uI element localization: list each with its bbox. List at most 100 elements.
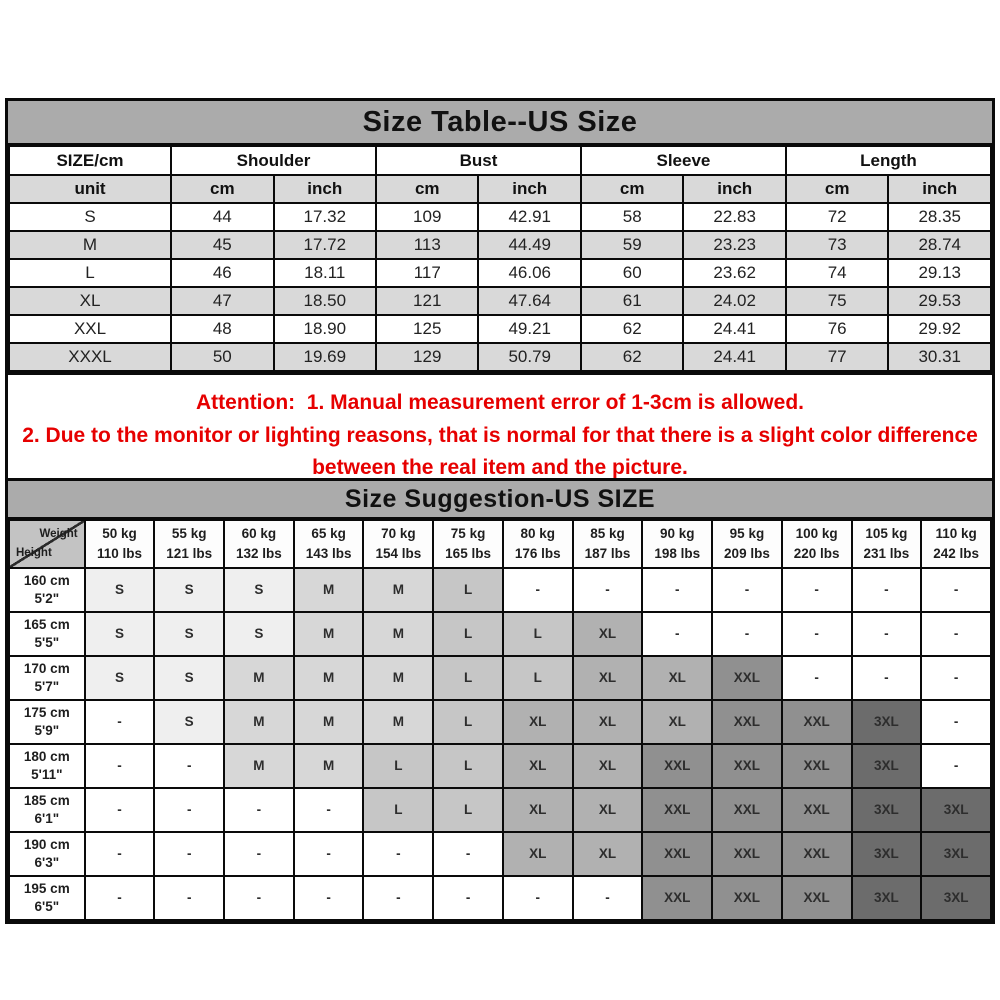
suggested-size-cell: XL <box>571 699 644 745</box>
size-table-title: Size Table--US Size <box>8 101 992 145</box>
height-cm-label: 175 cm <box>23 704 70 720</box>
suggested-size-cell: - <box>780 611 853 657</box>
suggested-size-cell: M <box>223 743 295 789</box>
size-table-unit-label: unit <box>7 174 173 204</box>
measurement-cell: 62 <box>579 342 685 372</box>
measurement-cell: 29.13 <box>887 258 992 288</box>
size-table-corner-header: SIZE/cm <box>7 145 173 176</box>
measurement-cell: 29.92 <box>887 314 992 344</box>
suggested-size-cell: XXL <box>711 787 783 833</box>
weight-kg-label: 50 kg <box>102 525 137 541</box>
suggested-size-cell: - <box>362 875 435 921</box>
suggested-size-cell: L <box>501 655 574 701</box>
height-ft-label: 5'9" <box>34 723 60 738</box>
suggested-size-cell: L <box>432 743 504 789</box>
measurement-cell: 125 <box>374 314 480 344</box>
size-table-row: XXL 48 18.90 125 49.21 62 24.41 76 29.92 <box>7 314 992 344</box>
weight-lbs-label: 242 lbs <box>933 546 979 561</box>
corner-weight-label: Weight <box>39 528 78 540</box>
measurement-cell: 28.35 <box>887 202 992 232</box>
size-table-unit-header: cm <box>579 174 685 204</box>
measurement-cell: 23.23 <box>682 230 787 260</box>
weight-lbs-label: 132 lbs <box>236 546 282 561</box>
suggested-size-cell: - <box>223 787 295 833</box>
suggested-size-cell: XXL <box>711 875 783 921</box>
suggestion-row: 185 cm 6'1" - - - - L L XL XL XXL XXL XXL 3XL 3XL <box>8 787 992 833</box>
suggested-size-cell: S <box>223 611 295 657</box>
height-row-header: 185 cm 6'1" <box>8 787 86 833</box>
measurement-cell: 29.53 <box>887 286 992 316</box>
weight-kg-label: 85 kg <box>590 525 625 541</box>
measurement-cell: 72 <box>784 202 890 232</box>
weight-lbs-label: 231 lbs <box>863 546 910 561</box>
size-table-unit-header: cm <box>374 174 480 204</box>
suggested-size-cell: - <box>83 787 156 833</box>
height-ft-label: 5'5" <box>34 635 60 650</box>
height-row-header: 175 cm 5'9" <box>8 699 86 745</box>
measurement-cell: 24.41 <box>682 314 787 344</box>
suggestion-row: 165 cm 5'5" S S S M M L L XL - - - - - <box>8 611 992 657</box>
suggested-size-cell: - <box>432 831 504 877</box>
suggested-size-cell: - <box>362 831 435 877</box>
size-table-unit-header: cm <box>784 174 890 204</box>
weight-kg-label: 75 kg <box>450 525 486 541</box>
measurement-cell: 76 <box>784 314 890 344</box>
suggested-size-cell: L <box>432 567 504 613</box>
weight-lbs-label: 121 lbs <box>166 546 213 561</box>
size-table-unit-header: inch <box>477 174 582 204</box>
size-table: SIZE/cm Shoulder Bust Sleeve Length unit cm inc… <box>7 145 993 372</box>
suggested-size-cell: - <box>223 875 295 921</box>
height-cm-label: 190 cm <box>23 836 70 852</box>
suggested-size-cell: - <box>920 611 992 657</box>
suggested-size-cell: M <box>223 699 295 745</box>
size-label-cell: XXL <box>7 314 173 344</box>
weight-kg-label: 55 kg <box>171 525 207 541</box>
weight-lbs-label: 143 lbs <box>305 546 352 561</box>
suggested-size-cell: M <box>223 655 295 701</box>
size-table-row: M 45 17.72 113 44.49 59 23.23 73 28.74 <box>7 230 992 260</box>
suggested-size-cell: M <box>292 655 365 701</box>
height-ft-label: 6'5" <box>34 899 60 914</box>
suggested-size-cell: 3XL <box>850 787 923 833</box>
height-ft-label: 5'7" <box>34 679 60 694</box>
height-cm-label: 180 cm <box>23 748 70 764</box>
weight-column-header: 75 kg 165 lbs <box>432 519 504 569</box>
size-table-row: S 44 17.32 109 42.91 58 22.83 72 28.35 <box>7 202 992 232</box>
measurement-cell: 30.31 <box>887 342 992 372</box>
height-row-header: 180 cm 5'11" <box>8 743 86 789</box>
size-table-group-row: SIZE/cm Shoulder Bust Sleeve Length <box>7 145 993 176</box>
weight-kg-label: 90 kg <box>659 525 695 541</box>
suggested-size-cell: XL <box>641 655 714 701</box>
weight-lbs-label: 209 lbs <box>724 546 770 561</box>
suggested-size-cell: S <box>83 655 156 701</box>
suggested-size-cell: M <box>362 655 435 701</box>
size-table-head: SIZE/cm Shoulder Bust Sleeve Length unit cm inc… <box>7 145 993 204</box>
suggested-size-cell: XL <box>501 699 574 745</box>
weight-lbs-label: 110 lbs <box>96 546 142 561</box>
height-cm-label: 165 cm <box>23 616 70 632</box>
suggested-size-cell: 3XL <box>850 831 923 877</box>
weight-kg-label: 100 kg <box>795 525 838 541</box>
suggested-size-cell: XXL <box>711 831 783 877</box>
weight-column-header: 90 kg 198 lbs <box>641 519 714 569</box>
measurement-cell: 61 <box>579 286 685 316</box>
size-table-unit-header: inch <box>887 174 992 204</box>
measurement-cell: 44 <box>170 202 275 232</box>
measurement-cell: 113 <box>374 230 480 260</box>
suggested-size-cell: XXL <box>780 699 853 745</box>
weight-lbs-label: 176 lbs <box>514 546 561 561</box>
suggested-size-cell: XL <box>571 743 644 789</box>
weight-column-header: 110 kg 242 lbs <box>920 519 992 569</box>
weight-column-header: 60 kg 132 lbs <box>223 519 295 569</box>
measurement-cell: 23.62 <box>682 258 787 288</box>
attention-line-2: 2. Due to the monitor or lighting reason… <box>22 423 978 480</box>
suggested-size-cell: L <box>432 787 504 833</box>
weight-lbs-label: 220 lbs <box>793 546 840 561</box>
suggested-size-cell: XXL <box>711 699 783 745</box>
suggested-size-cell: - <box>780 655 853 701</box>
measurement-cell: 129 <box>374 342 480 372</box>
measurement-cell: 47.64 <box>477 286 582 316</box>
suggested-size-cell: - <box>920 699 992 745</box>
suggested-size-cell: M <box>292 611 365 657</box>
size-table-body: S 44 17.32 109 42.91 58 22.83 72 28.35 M 45 17.72 11… <box>7 202 992 372</box>
